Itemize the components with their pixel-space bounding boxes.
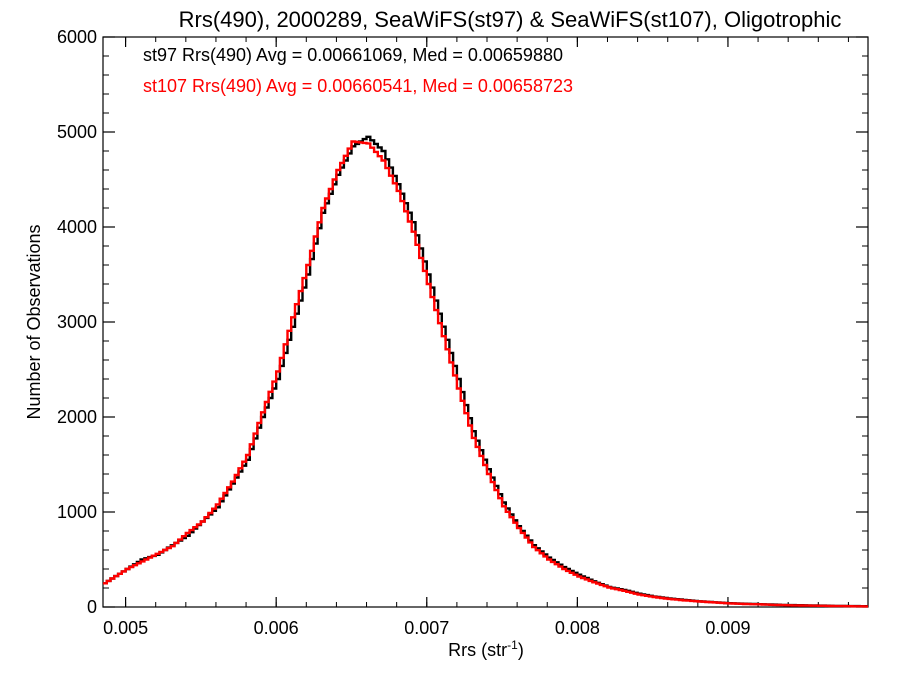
- series-line-st97: [103, 135, 868, 608]
- legend-entry-st97: st97 Rrs(490) Avg = 0.00661069, Med = 0.…: [143, 45, 563, 65]
- x-tick-label: 0.008: [555, 618, 600, 638]
- x-tick-label: 0.005: [103, 618, 148, 638]
- legend: st97 Rrs(490) Avg = 0.00661069, Med = 0.…: [143, 45, 573, 96]
- y-tick-label: 0: [87, 597, 97, 617]
- chart-title: Rrs(490), 2000289, SeaWiFS(st97) & SeaWi…: [179, 7, 842, 32]
- y-tick-label: 6000: [57, 27, 97, 47]
- y-tick-label: 5000: [57, 122, 97, 142]
- x-axis-title: Rrs (str-1): [448, 638, 524, 660]
- x-axis-title-close: ): [518, 640, 524, 660]
- y-tick-label: 4000: [57, 217, 97, 237]
- y-tick-label: 2000: [57, 407, 97, 427]
- x-tick-label: 0.006: [254, 618, 299, 638]
- x-axis-title-superscript: -1: [507, 638, 518, 652]
- y-tick-label: 1000: [57, 502, 97, 522]
- x-axis: 0.005 0.006 0.007 0.008 0.009: [103, 37, 849, 638]
- y-axis: 0 1000 2000 3000 4000 5000 6000: [57, 27, 868, 617]
- y-axis-title: Number of Observations: [24, 224, 44, 419]
- y-tick-label: 3000: [57, 312, 97, 332]
- legend-entry-st107: st107 Rrs(490) Avg = 0.00660541, Med = 0…: [143, 76, 573, 96]
- plot-frame: [102, 36, 869, 608]
- x-tick-label: 0.007: [404, 618, 449, 638]
- series-layer: [103, 135, 868, 608]
- x-axis-title-main: Rrs (str: [448, 640, 507, 660]
- series-line-st107: [103, 140, 868, 608]
- x-tick-label: 0.009: [705, 618, 750, 638]
